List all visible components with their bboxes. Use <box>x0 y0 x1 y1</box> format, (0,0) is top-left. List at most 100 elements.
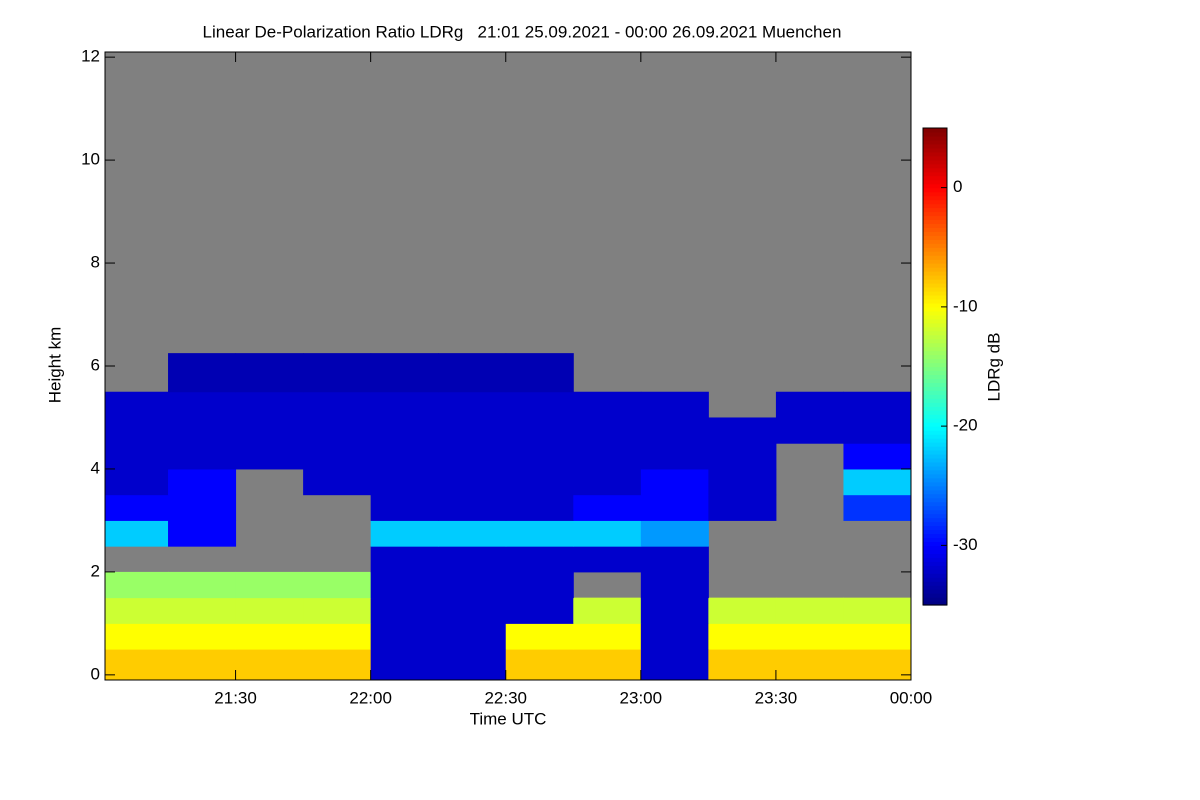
heatmap-cell <box>708 623 777 650</box>
colorbar-swatch <box>923 593 947 598</box>
heatmap-cell <box>168 417 237 444</box>
colorbar-swatch <box>923 227 947 232</box>
colorbar-swatch <box>923 549 947 554</box>
colorbar-swatch <box>923 513 947 519</box>
x-tick-label: 23:30 <box>755 688 798 707</box>
x-tick-label: 22:30 <box>484 688 527 707</box>
colorbar-swatch <box>923 167 947 173</box>
heatmap-cell <box>105 571 169 599</box>
heatmap-cell <box>168 391 237 418</box>
heatmap-cell <box>303 443 372 470</box>
heatmap-cell <box>843 417 911 444</box>
heatmap-cell <box>640 597 709 624</box>
colorbar-swatch <box>923 382 947 387</box>
heatmap-cell <box>105 417 169 444</box>
heatmap-cell <box>438 468 507 496</box>
heatmap-cell <box>438 546 507 573</box>
colorbar-swatch <box>923 362 947 368</box>
heatmap-cell <box>438 597 507 624</box>
x-tick-label: 23:00 <box>620 688 663 707</box>
heatmap-cell <box>505 623 574 650</box>
y-tick-label: 12 <box>81 47 100 66</box>
colorbar-swatch <box>923 485 947 491</box>
colorbar-swatch <box>923 334 947 340</box>
colorbar-swatch <box>923 442 947 447</box>
heatmap-cell <box>573 494 642 521</box>
heatmap-cell <box>235 649 304 680</box>
colorbar-swatch <box>923 418 947 423</box>
heatmap-cell <box>843 391 911 418</box>
x-tick-label: 21:30 <box>214 688 257 707</box>
heatmap-cell <box>105 391 169 418</box>
colorbar-swatch <box>923 533 947 539</box>
colorbar-swatch <box>923 298 947 304</box>
heatmap-cell <box>370 571 439 599</box>
colorbar-swatch <box>923 155 947 161</box>
heatmap-cell <box>573 468 642 496</box>
heatmap-cell <box>235 443 304 470</box>
colorbar-swatch <box>923 402 947 407</box>
heatmap-cell <box>505 649 574 680</box>
colorbar-swatch <box>923 545 947 550</box>
colorbar-swatch <box>923 231 947 236</box>
heatmap-cell <box>105 468 169 496</box>
heatmap-cell <box>105 597 169 624</box>
colorbar-swatch <box>923 557 947 562</box>
y-tick-label: 0 <box>91 664 100 683</box>
heatmap-cell <box>168 649 237 680</box>
colorbar-swatch <box>923 573 947 578</box>
colorbar-swatch <box>923 271 947 276</box>
heatmap-cell <box>640 623 709 650</box>
colorbar-swatch <box>923 493 947 499</box>
colorbar-swatch <box>923 589 947 594</box>
heatmap-cell <box>775 391 844 418</box>
colorbar-swatch <box>923 509 947 515</box>
colorbar-swatch <box>923 171 947 177</box>
heatmap-cell <box>640 443 709 470</box>
heatmap-cell <box>708 649 777 680</box>
heatmap-cell <box>303 391 372 418</box>
heatmap-cell <box>438 443 507 470</box>
heatmap-cell <box>105 494 169 521</box>
colorbar-swatch <box>923 517 947 523</box>
colorbar-swatch <box>923 330 947 336</box>
heatmap-cell <box>573 597 642 624</box>
heatmap <box>105 52 911 680</box>
colorbar-swatch <box>923 163 947 169</box>
colorbar-swatch <box>923 318 947 324</box>
colorbar-swatch <box>923 342 947 348</box>
colorbar-swatch <box>923 143 947 149</box>
colorbar-swatch <box>923 147 947 153</box>
x-tick-label: 00:00 <box>890 688 933 707</box>
colorbar-swatch <box>923 306 947 312</box>
colorbar-swatch <box>923 287 947 292</box>
heatmap-cell <box>370 391 439 418</box>
heatmap-cell <box>303 623 372 650</box>
colorbar-swatch <box>923 529 947 535</box>
heatmap-cell <box>438 353 507 393</box>
heatmap-cell <box>438 520 507 547</box>
colorbar-swatch <box>923 565 947 570</box>
heatmap-cell <box>168 571 237 599</box>
heatmap-cell <box>843 443 911 470</box>
heatmap-cell <box>370 494 439 521</box>
colorbar-swatch <box>923 354 947 360</box>
heatmap-cell <box>235 597 304 624</box>
heatmap-cell <box>708 417 777 444</box>
heatmap-cell <box>573 520 642 547</box>
colorbar-swatch <box>923 251 947 256</box>
heatmap-cell <box>438 391 507 418</box>
heatmap-cell <box>505 353 574 393</box>
heatmap-cell <box>843 649 911 680</box>
heatmap-cell <box>775 597 844 624</box>
heatmap-cell <box>438 649 507 680</box>
colorbar-swatch <box>923 469 947 475</box>
heatmap-cell <box>168 353 237 393</box>
heatmap-cell <box>505 443 574 470</box>
heatmap-cell <box>573 546 642 573</box>
colorbar-tick-label: -30 <box>953 535 978 554</box>
colorbar-swatch <box>923 422 947 427</box>
colorbar-swatch <box>923 302 947 308</box>
heatmap-cell <box>775 417 844 444</box>
heatmap-cell <box>843 597 911 624</box>
